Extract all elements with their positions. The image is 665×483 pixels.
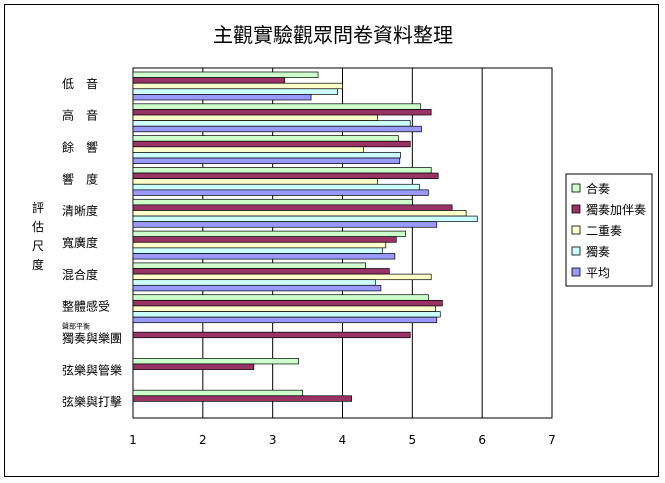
chart-title: 主觀實驗觀眾問卷資料整理: [213, 23, 453, 47]
x-tick-label: 4: [339, 433, 347, 447]
legend-label: 獨奏加伴奏: [586, 202, 646, 217]
bar: [132, 331, 411, 339]
bar: [132, 299, 443, 307]
bar: [132, 103, 422, 110]
bar: [132, 389, 304, 397]
category-note: 聲部平衡: [62, 322, 90, 331]
x-tick-label: 6: [478, 433, 486, 447]
bar: [132, 109, 432, 116]
category-label: 整體感受: [62, 299, 110, 314]
legend-swatch: [571, 246, 581, 256]
bar: [132, 125, 422, 133]
legend-swatch: [571, 267, 581, 277]
x-tick-label: 1: [129, 433, 137, 447]
bar: [132, 268, 390, 275]
bar: [132, 363, 255, 370]
legend-swatch: [571, 204, 581, 214]
bar: [132, 230, 406, 238]
bar: [132, 172, 439, 180]
bar: [132, 183, 420, 191]
category-labels: 低 音高 音餘 響響 度清晰度寬廣度混合度整體感受獨奏與樂團弦樂與管樂弦樂與打擊…: [62, 76, 122, 409]
bar: [132, 215, 478, 223]
category-label: 清晰度: [62, 203, 98, 218]
bar: [132, 294, 429, 301]
bar: [132, 253, 396, 260]
category-label: 寬廣度: [62, 235, 98, 250]
bar: [132, 114, 378, 121]
bar: [132, 71, 319, 78]
bar: [132, 167, 432, 174]
bar: [132, 135, 399, 142]
bar: [132, 279, 376, 286]
y-axis-label-char: 尺: [32, 239, 44, 253]
x-tick-labels: 1 2 3 4 5 6 7: [129, 433, 556, 447]
bar: [132, 221, 438, 228]
category-label: 獨奏與樂團: [62, 330, 122, 345]
bar: [132, 311, 441, 318]
bars: [132, 71, 478, 402]
legend-label: 二重奏: [586, 224, 622, 238]
bar: [132, 94, 312, 101]
bar: [132, 88, 338, 95]
x-tick-label: 2: [199, 433, 207, 447]
bar: [132, 210, 467, 217]
bar: [132, 178, 378, 185]
bar: [132, 198, 413, 206]
legend-label: 獨奏: [586, 244, 610, 259]
bar: [132, 120, 411, 127]
legend-swatch: [571, 225, 581, 235]
bar: [132, 262, 366, 269]
category-label: 低 音: [62, 76, 98, 91]
x-tick-label: 7: [548, 433, 556, 447]
bar: [132, 273, 432, 281]
bar: [132, 284, 382, 292]
bar: [132, 189, 429, 196]
bar: [132, 247, 383, 254]
bar: [132, 140, 411, 148]
category-label: 弦樂與打擊: [62, 394, 122, 409]
y-axis-label-char: 估: [32, 220, 44, 234]
bar: [132, 152, 401, 159]
bar: [132, 241, 387, 249]
category-label: 混合度: [62, 267, 98, 282]
x-tick-label: 3: [269, 433, 277, 447]
bar: [132, 358, 299, 365]
bar: [132, 305, 436, 312]
y-axis-label-char: 度: [32, 257, 44, 272]
legend-swatch: [571, 183, 581, 193]
bar: [132, 82, 343, 90]
category-label: 餘 響: [62, 140, 98, 155]
bar: [132, 146, 364, 153]
bar: [132, 204, 453, 211]
category-label: 弦樂與管樂: [62, 362, 122, 377]
x-tick-label: 5: [409, 433, 417, 447]
y-axis-label-char: 評: [32, 200, 44, 215]
bar: [132, 395, 352, 402]
bar: [132, 77, 285, 84]
bar: [132, 157, 401, 164]
legend-label: 合奏: [586, 181, 610, 196]
category-label: 響 度: [62, 171, 98, 186]
bar: [132, 316, 438, 324]
category-label: 高 音: [62, 108, 98, 123]
bar: [132, 236, 397, 243]
legend-label: 平均: [586, 266, 610, 280]
